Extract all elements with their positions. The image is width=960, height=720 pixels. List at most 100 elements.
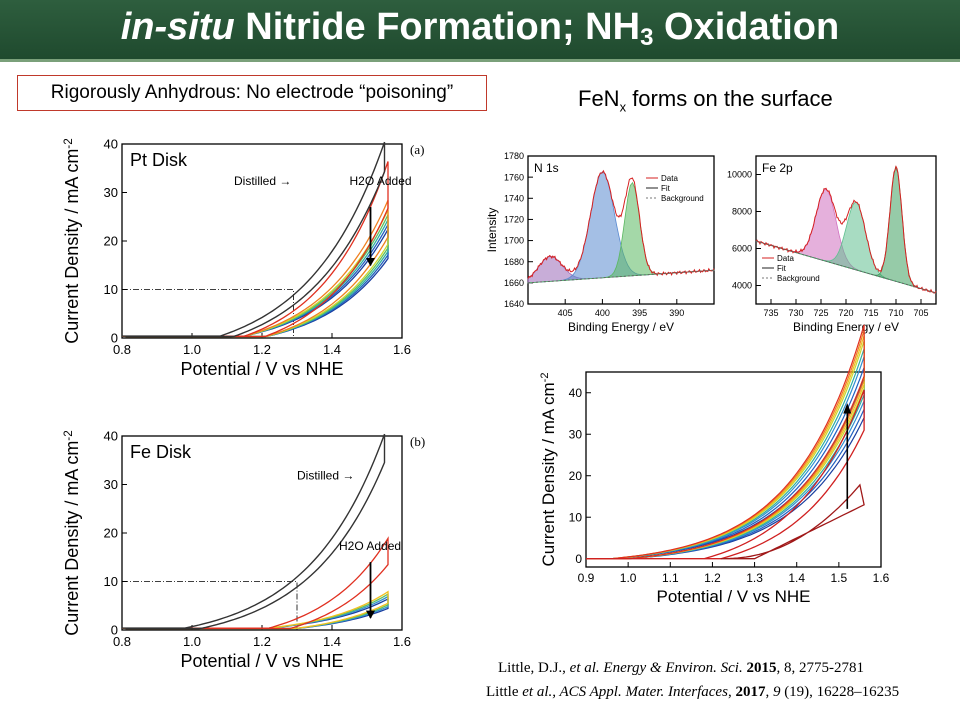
y-tick-label: 1720 xyxy=(504,215,524,225)
xps-panel-label: Fe 2p xyxy=(762,161,793,175)
cycle-curve xyxy=(586,356,865,560)
legend-label: Data xyxy=(777,254,794,263)
y-axis-label: Current Density / mA cm-2 xyxy=(62,138,82,343)
x-tick-label: 730 xyxy=(788,308,803,318)
fenx-caption: FeNx forms on the surface xyxy=(578,86,833,114)
title-bar xyxy=(0,0,960,62)
x-tick-label: 720 xyxy=(838,308,853,318)
h2o-curve xyxy=(122,590,389,630)
first-scan-curve xyxy=(720,483,865,560)
cycling-cv-chart: 0.9 1.0 1.1 1.2 1.3 1.4 1.5 1.6 0 10 20 30 40 Potenti… xyxy=(539,324,890,606)
y-tick-label: 1680 xyxy=(504,257,524,267)
ref2-authors: Little xyxy=(486,684,523,700)
x-tick-label: 1.6 xyxy=(873,571,890,585)
legend-label: Data xyxy=(661,174,678,183)
y-tick-label: 40 xyxy=(569,386,583,400)
y-axis-label-sup: -2 xyxy=(62,430,75,440)
x-tick-label: 1.1 xyxy=(662,571,679,585)
ref1-journal: Energy & Environ. Sci. xyxy=(603,660,743,676)
electrode-label: Pt Disk xyxy=(130,150,188,170)
y-tick-label: 0 xyxy=(575,552,582,566)
distilled-curve xyxy=(122,141,386,338)
x-tick-label: 1.5 xyxy=(831,571,848,585)
second-scan-curve xyxy=(586,389,865,560)
h2o-annotation: H2O Added xyxy=(350,174,412,188)
cycle-curve xyxy=(586,324,865,560)
distilled-annotation: Distilled → xyxy=(234,174,291,188)
h2o-curve xyxy=(122,224,389,338)
background-line xyxy=(527,269,715,284)
y-tick-label: 1740 xyxy=(504,193,524,203)
x-tick-label: 1.4 xyxy=(323,342,341,357)
h2o-curve xyxy=(122,209,389,338)
y-tick-label: 10 xyxy=(569,510,583,524)
electrode-label: Fe Disk xyxy=(130,442,192,462)
legend-label: Fit xyxy=(777,264,787,273)
reference-1: Little, D.J., et al. Energy & Environ. S… xyxy=(498,660,864,677)
x-tick-label: 1.0 xyxy=(183,634,201,649)
x-tick-label: 400 xyxy=(595,308,610,318)
title-underline xyxy=(0,59,960,62)
x-tick-label: 710 xyxy=(888,308,903,318)
y-tick-label: 40 xyxy=(104,429,118,444)
x-axis-label: Potential / V vs NHE xyxy=(180,651,343,671)
y-tick-label: 0 xyxy=(111,331,118,346)
y-tick-label: 6000 xyxy=(732,244,752,254)
x-tick-label: 725 xyxy=(813,308,828,318)
h2o-curve xyxy=(122,219,389,338)
y-tick-label: 10000 xyxy=(727,170,752,180)
ref2-rest: (19), 16228–16235 xyxy=(780,684,900,700)
y-tick-label: 1780 xyxy=(504,151,524,161)
x-tick-label: 1.4 xyxy=(323,634,341,649)
reference-line xyxy=(122,581,298,630)
panel-label: (a) xyxy=(410,142,424,157)
slide-title: in-situ Nitride Formation; NH3 Oxidation xyxy=(0,6,960,52)
y-tick-label: 0 xyxy=(111,623,118,638)
cycle-arrowhead xyxy=(843,403,852,414)
distilled-annotation: Distilled → xyxy=(297,469,354,483)
y-axis-label-sup: -2 xyxy=(539,372,551,382)
x-tick-label: 1.3 xyxy=(746,571,763,585)
y-tick-label: 40 xyxy=(104,137,118,152)
y-tick-label: 30 xyxy=(104,185,118,200)
ref2-vol: 9 xyxy=(772,684,781,700)
legend-label: Background xyxy=(777,274,820,283)
title-subscript: 3 xyxy=(640,24,654,51)
h2o-curve xyxy=(122,536,389,630)
xps-panel-label: N 1s xyxy=(534,161,559,175)
background-line xyxy=(755,240,937,294)
x-axis-label: Binding Energy / eV xyxy=(568,320,674,334)
ref2-journal: , ACS Appl. Mater. Interfaces xyxy=(552,684,728,700)
x-tick-label: 405 xyxy=(558,308,573,318)
y-axis-label: Current Density / mA cm-2 xyxy=(539,372,558,566)
y-tick-label: 1700 xyxy=(504,236,524,246)
ref2-year: 2017 xyxy=(735,684,766,700)
fen-text: FeN xyxy=(578,86,620,111)
ref1-authors: Little, D.J., xyxy=(498,660,570,676)
reference-2: Little et al., ACS Appl. Mater. Interfac… xyxy=(486,684,900,700)
y-axis-label-sup: -2 xyxy=(62,138,75,148)
y-tick-label: 1760 xyxy=(504,172,524,182)
y-tick-label: 30 xyxy=(104,477,118,492)
x-tick-label: 1.2 xyxy=(704,571,721,585)
y-tick-label: 8000 xyxy=(732,207,752,217)
x-tick-label: 0.9 xyxy=(578,571,595,585)
y-axis-label: Current Density / mA cm-2 xyxy=(62,430,82,635)
x-tick-label: 1.2 xyxy=(253,634,271,649)
y-tick-label: 10 xyxy=(104,574,118,589)
x-tick-label: 1.0 xyxy=(620,571,637,585)
x-tick-label: 1.2 xyxy=(253,342,271,357)
h2o-arrowhead xyxy=(366,610,375,619)
pt-disk-chart: 0.8 1.0 1.2 1.4 1.6 0 10 20 30 40 Potential / V vs… xyxy=(62,137,424,379)
x-tick-label: 1.4 xyxy=(788,571,805,585)
x-tick-label: 1.6 xyxy=(393,342,411,357)
reference-line xyxy=(122,289,294,338)
title-end: Oxidation xyxy=(664,6,840,48)
data-trace xyxy=(527,169,715,279)
x-tick-label: 705 xyxy=(913,308,928,318)
x-axis-label: Potential / V vs NHE xyxy=(180,359,343,379)
y-tick-label: 20 xyxy=(569,469,583,483)
cycle-curve xyxy=(586,348,865,560)
ref1-rest: , 8, 2775-2781 xyxy=(776,660,864,676)
y-tick-label: 4000 xyxy=(732,281,752,291)
